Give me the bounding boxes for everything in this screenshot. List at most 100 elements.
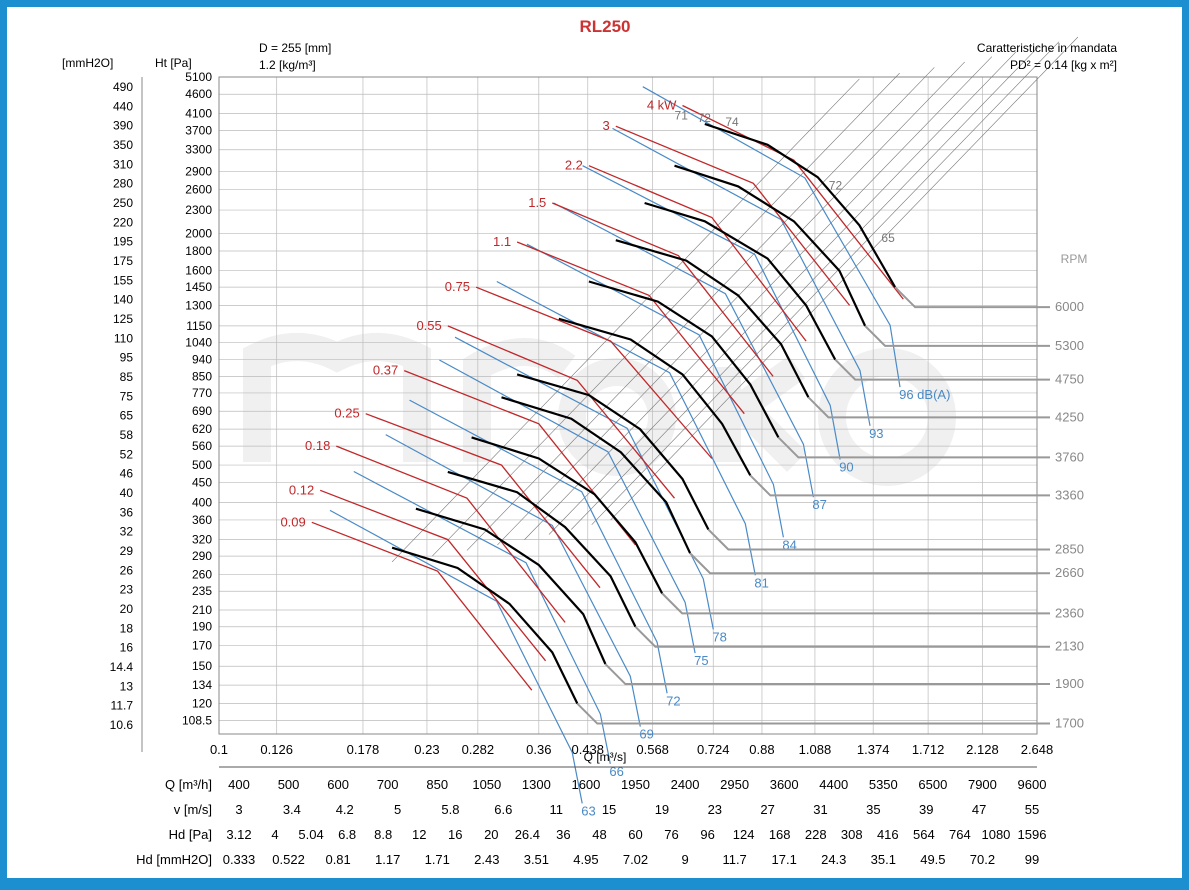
y-tick-pa: 2300 (185, 203, 212, 217)
y-tick-mmh2o: 85 (120, 370, 134, 384)
system-line (524, 56, 993, 540)
table-cell: 70.2 (970, 852, 995, 867)
power-curves: 4 kW 3 2.2 1.5 1.1 0.75 0.55 0.37 0.25 0.18 0.12 0.… (280, 98, 904, 691)
rpm-curve (501, 396, 692, 554)
y-tick-pa: 620 (192, 422, 212, 436)
table-cell: 5 (394, 802, 401, 817)
table-cell: 1600 (571, 777, 600, 792)
noise-label: 69 (639, 727, 653, 742)
rpm-value: 2660 (1055, 565, 1084, 580)
table-cell: 39 (919, 802, 933, 817)
noise-label: 63 (581, 803, 595, 818)
noise-label: 66 (609, 764, 623, 779)
fan-performance-chart: 5100460041003700330029002600230020001800… (62, 17, 1117, 867)
table-cell: 9600 (1018, 777, 1047, 792)
rpm-leader (604, 663, 1050, 686)
x-tick-label: 0.126 (260, 742, 293, 757)
y-tick-mmh2o: 29 (120, 544, 134, 558)
power-curve (319, 489, 547, 662)
power-label: 0.18 (305, 438, 330, 453)
y-tick-pa: 1040 (185, 336, 212, 350)
y-tick-mmh2o: 58 (120, 428, 134, 442)
table-row-label: Hd [mmH2O] (136, 852, 212, 867)
system-line (391, 78, 860, 563)
table-cell: 1950 (621, 777, 650, 792)
efficiency-label: 74 (725, 115, 739, 129)
noise-label: 81 (754, 575, 768, 590)
rpm-curve (644, 201, 837, 361)
rpm-curve (615, 239, 810, 398)
x-tick-label: 1.712 (912, 742, 945, 757)
rpm-curve (704, 122, 897, 288)
power-label: 0.25 (334, 406, 359, 421)
rpm-value: 1900 (1055, 676, 1084, 691)
table-cell: 5.04 (298, 827, 323, 842)
power-label: 1.1 (493, 234, 511, 249)
ylabel-mmh2o: [mmH2O] (62, 56, 113, 70)
noise-label: 75 (694, 653, 708, 668)
ylabel-pa: Ht [Pa] (155, 56, 192, 70)
table-cell: 35.1 (871, 852, 896, 867)
power-label: 3 (603, 118, 610, 133)
table-cell: 47 (972, 802, 986, 817)
power-curve (615, 125, 851, 306)
table-cell: 6.6 (494, 802, 512, 817)
table-cell: 48 (592, 827, 606, 842)
rpm-leader (634, 626, 1050, 648)
y-tick-pa: 235 (192, 584, 212, 598)
x-tick-label: 2.648 (1021, 742, 1054, 757)
table-cell: 600 (327, 777, 349, 792)
table-cell: 500 (278, 777, 300, 792)
rpm-curve (558, 317, 752, 476)
table-cell: 1.17 (375, 852, 400, 867)
table-cell: 3.51 (524, 852, 549, 867)
rpm-leader (807, 396, 1050, 419)
rpm-leader (834, 358, 1050, 381)
x-tick-label: 0.36 (526, 742, 551, 757)
x-tick-label: 0.724 (697, 742, 730, 757)
rpm-leader (864, 325, 1050, 347)
system-line (610, 36, 1079, 521)
noise-label: 93 (869, 426, 883, 441)
table-cell: 60 (628, 827, 642, 842)
table-cell: 400 (228, 777, 250, 792)
rpm-value: 2130 (1055, 639, 1084, 654)
power-label: 4 kW (647, 98, 677, 113)
noise-label: 78 (712, 629, 726, 644)
x-tick-label: 0.178 (347, 742, 380, 757)
noise-curve (439, 359, 696, 654)
y-tick-mmh2o: 95 (120, 351, 134, 365)
rpm-value: 3760 (1055, 449, 1084, 464)
table-cell: 1.71 (425, 852, 450, 867)
noise-curve (385, 434, 641, 727)
y-tick-mmh2o: 310 (113, 157, 133, 171)
table-cell: 850 (426, 777, 448, 792)
y-tick-pa: 1450 (185, 280, 212, 294)
y-tick-pa: 4600 (185, 87, 212, 101)
table-cell: 2.43 (474, 852, 499, 867)
y-tick-pa: 400 (192, 495, 212, 509)
table-row-label: Hd [Pa] (169, 827, 212, 842)
table-cell: 16 (448, 827, 462, 842)
table-cell: 8.8 (374, 827, 392, 842)
y-tick-mmh2o: 390 (113, 119, 133, 133)
plot-frame (141, 76, 1038, 752)
y-tick-mmh2o: 220 (113, 215, 133, 229)
power-curve (475, 286, 713, 459)
table-cell: 11.7 (722, 852, 746, 867)
table-cell: 36 (556, 827, 570, 842)
y-tick-pa: 2600 (185, 183, 212, 197)
y-tick-mmh2o: 18 (120, 621, 134, 635)
y-tick-pa: 4100 (185, 106, 212, 120)
rpm-curve (516, 373, 710, 531)
table-cell: 19 (655, 802, 669, 817)
table-cell: 228 (805, 827, 827, 842)
y-tick-pa: 850 (192, 369, 212, 383)
table-cell: 15 (602, 802, 616, 817)
table-cell: 3600 (770, 777, 799, 792)
y-tick-labels-pa: 5100 4600 4100 3700 3300 2900 2600 2300 2000 1800… (182, 70, 212, 727)
table-cell: 564 (913, 827, 935, 842)
y-tick-mmh2o: 36 (120, 505, 134, 519)
noise-label: 90 (839, 459, 853, 474)
table-cell: 5350 (869, 777, 898, 792)
